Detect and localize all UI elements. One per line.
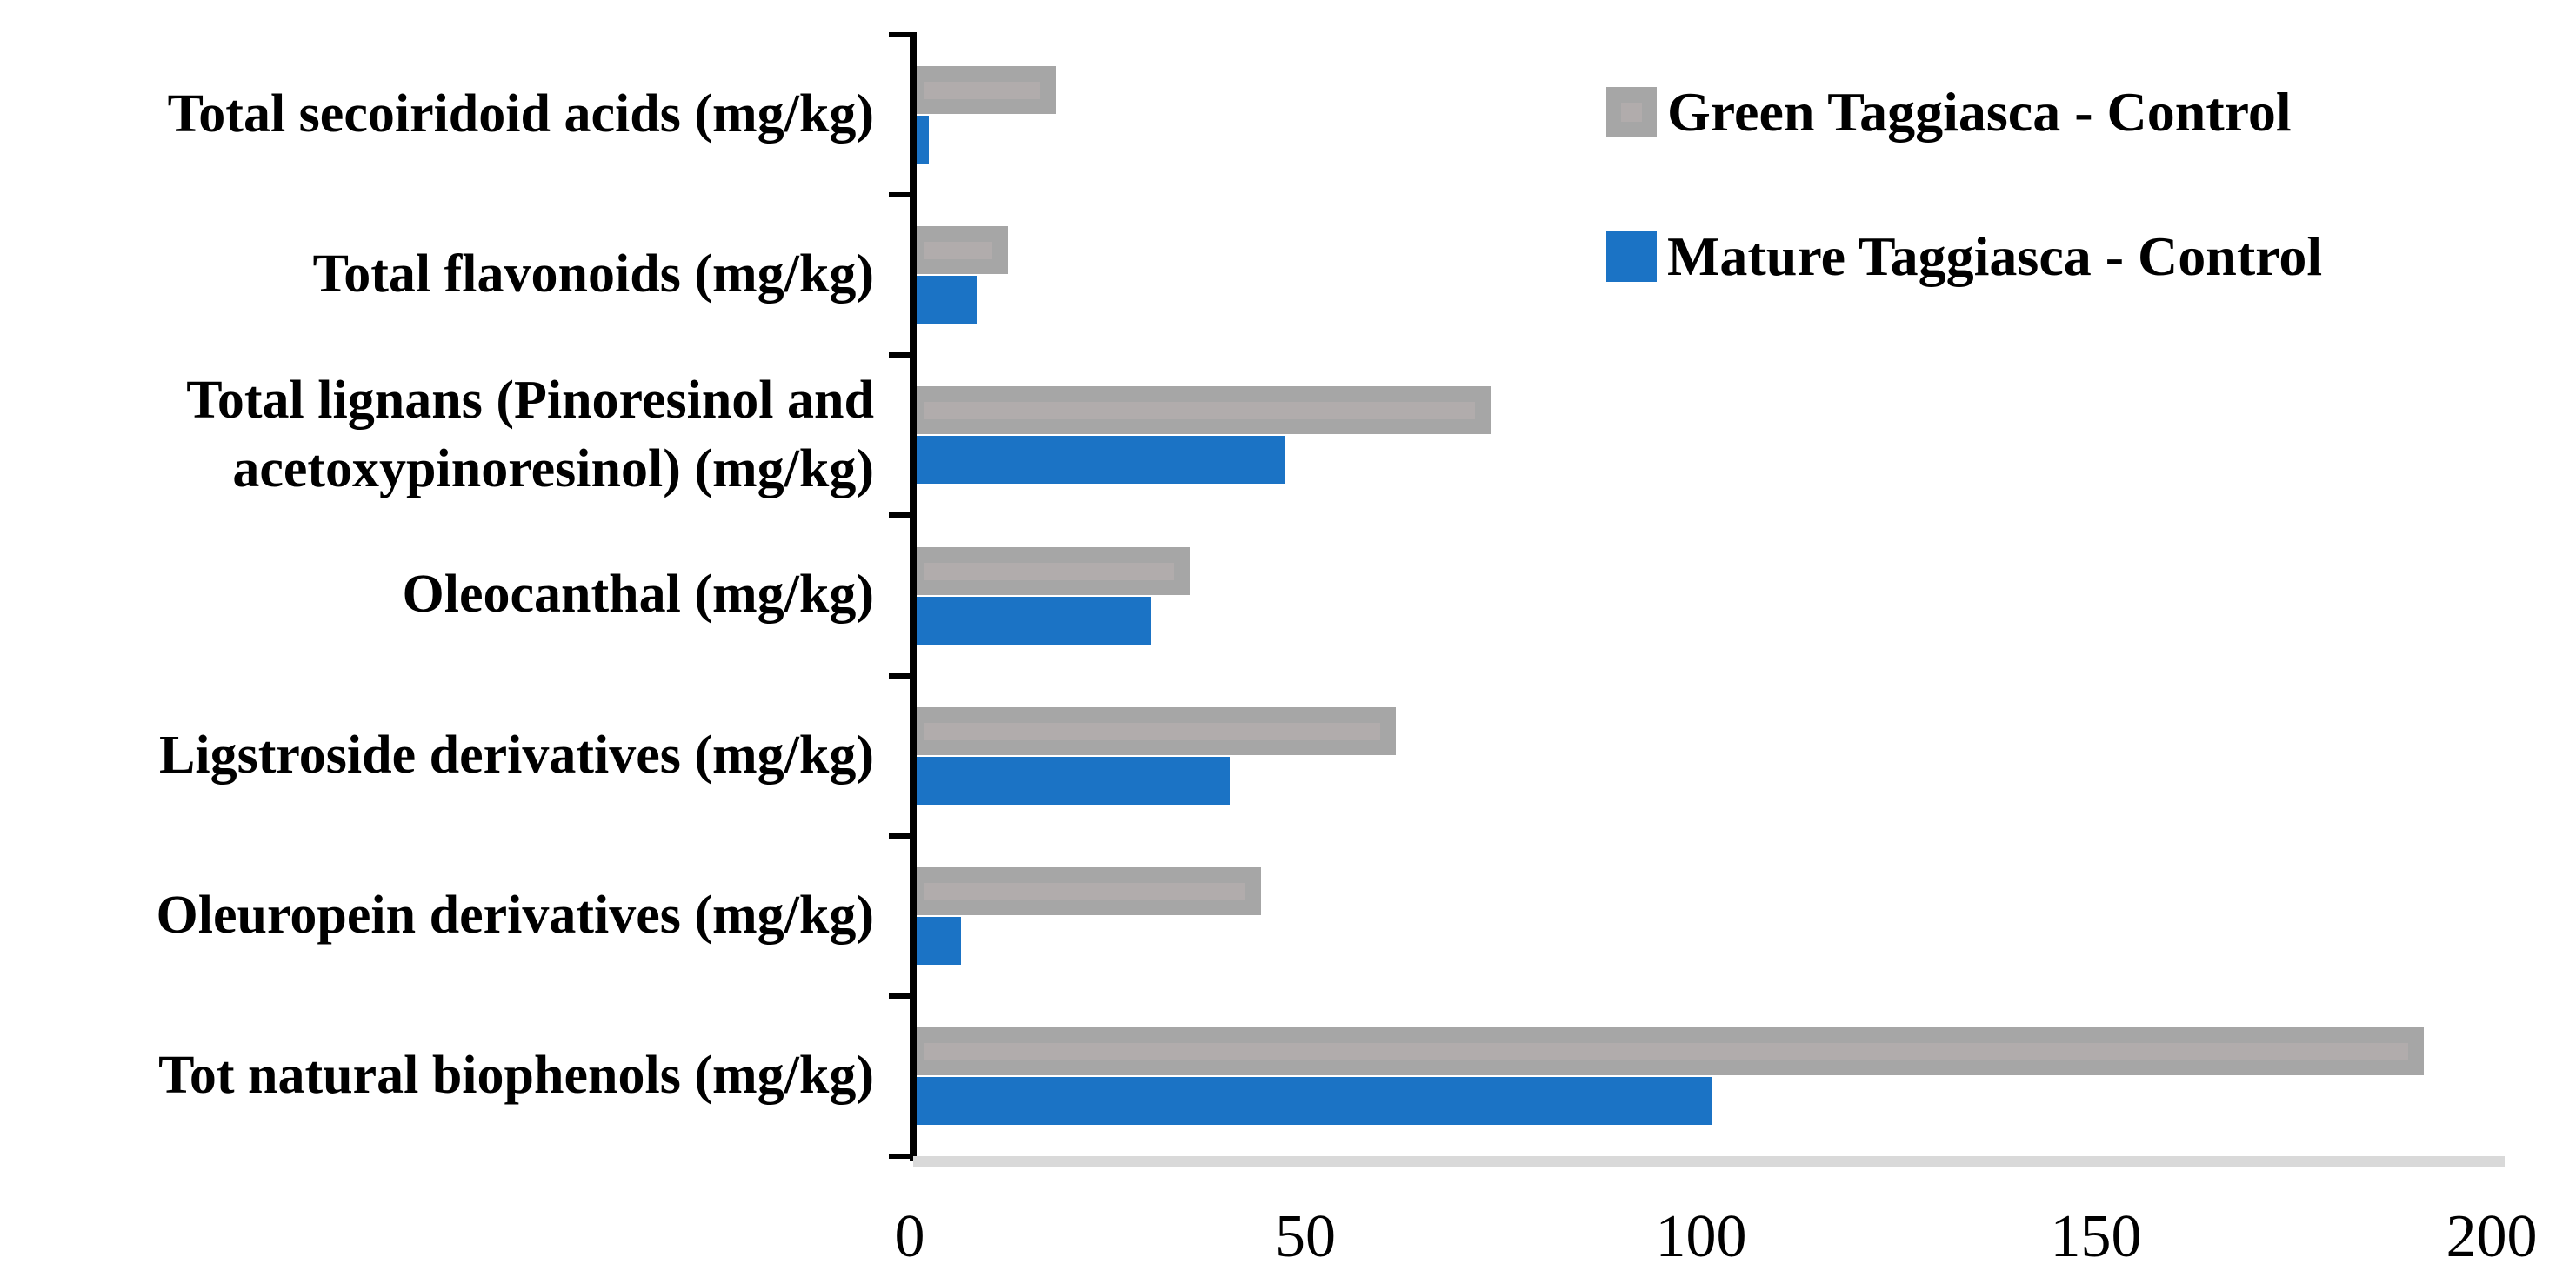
bar-inner-highlight [924,402,1475,419]
bar-mature-taggiasca [917,1077,1712,1125]
bar-green-taggiasca [917,867,1261,915]
bar-inner-highlight [924,82,1040,99]
bar-green-taggiasca [917,1027,2424,1075]
legend-label: Mature Taggiasca - Control [1667,225,2323,287]
y-axis-tick [889,192,913,197]
bar-green-taggiasca [917,66,1056,114]
y-axis-tick [889,1154,913,1159]
category-label: Oleocanthal (mg/kg) [402,565,874,625]
legend-swatch-gray [1606,87,1657,137]
y-axis-tick [889,833,913,839]
bar-inner-highlight [924,563,1174,580]
legend-item: Mature Taggiasca - Control [1606,224,2322,289]
bar-green-taggiasca [917,226,1008,274]
x-tick-label: 200 [2446,1203,2538,1270]
category-label: Ligstroside derivatives (mg/kg) [158,726,874,786]
category-label: Total lignans (Pinoresinol and acetoxypi… [186,370,874,498]
bar-mature-taggiasca [917,436,1285,484]
y-axis-tick [889,993,913,999]
legend-item: Green Taggiasca - Control [1606,80,2292,144]
bar-mature-taggiasca [917,757,1230,805]
y-axis-tick [889,352,913,358]
bar-green-taggiasca [917,707,1396,755]
x-tick-label: 0 [894,1203,925,1270]
category-label: Total secoiridoid acids (mg/kg) [167,84,874,144]
y-axis-tick [889,673,913,679]
y-axis-tick [889,32,913,37]
bar-mature-taggiasca [917,917,961,965]
x-tick-label: 150 [2050,1203,2142,1270]
y-axis-line [910,32,917,1161]
bar-inner-highlight [924,883,1245,900]
bar-inner-highlight [924,242,992,259]
x-tick-label: 100 [1655,1203,1747,1270]
category-label: Total flavonoids (mg/kg) [312,244,874,304]
x-axis-line [913,1156,2505,1167]
bar-inner-highlight [924,1043,2408,1060]
legend-label: Green Taggiasca - Control [1667,81,2292,143]
bar-green-taggiasca [917,547,1190,595]
bar-mature-taggiasca [917,597,1151,645]
y-axis-tick [889,512,913,518]
category-label: Oleuropein derivatives (mg/kg) [156,886,874,946]
legend-swatch-blue [1606,231,1657,282]
category-label: Tot natural biophenols (mg/kg) [158,1046,874,1106]
bar-inner-highlight [924,723,1380,740]
bar-green-taggiasca [917,386,1491,434]
x-tick-label: 50 [1275,1203,1336,1270]
legend-swatch-inner [1621,103,1642,122]
bar-mature-taggiasca [917,116,929,164]
bar-mature-taggiasca [917,276,977,324]
